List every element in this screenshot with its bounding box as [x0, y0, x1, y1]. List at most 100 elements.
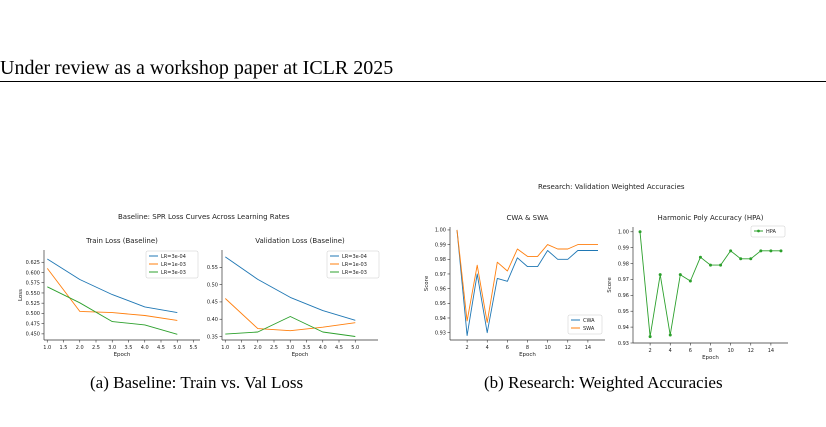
y-tick-label: 0.94: [618, 325, 629, 331]
data-point: [698, 255, 702, 259]
chart-title: Validation Loss (Baseline): [255, 237, 345, 245]
y-tick-label: 0.98: [618, 261, 629, 267]
x-tick-label: 5.5: [190, 345, 198, 351]
data-point: [759, 249, 763, 253]
figure-b-suptitle: Research: Validation Weighted Accuracies: [538, 183, 685, 191]
y-tick-label: 0.99: [618, 245, 629, 251]
x-tick-label: 3.0: [286, 345, 294, 351]
x-tick-label: 2.5: [270, 345, 278, 351]
x-tick-label: 8: [526, 345, 529, 351]
legend-label: HPA: [766, 229, 776, 235]
legend-box: [145, 250, 199, 279]
x-tick-label: 1.0: [43, 345, 51, 351]
x-tick-label: 3.5: [125, 345, 133, 351]
data-point: [739, 257, 743, 261]
data-point: [658, 273, 662, 277]
cwa-swa-chart: CWA & SWA 2 4 6 8 10 12 14 0.93 0.94 0.95 0.96 0.97 0…: [424, 214, 605, 358]
x-tick-label: 12: [565, 345, 571, 351]
data-point: [688, 279, 692, 283]
x-tick-label: 3.0: [108, 345, 116, 351]
x-tick-label: 1.0: [221, 345, 229, 351]
y-tick-label: 0.40: [207, 317, 218, 323]
y-tick-label: 0.97: [435, 272, 446, 278]
x-tick-label: 4.5: [157, 345, 165, 351]
legend-label: CWA: [583, 318, 595, 324]
x-tick-label: 1.5: [238, 345, 246, 351]
y-tick-label: 0.99: [435, 242, 446, 248]
x-tick-label: 10: [727, 348, 733, 354]
x-tick-label: 2: [649, 348, 652, 354]
data-point: [729, 249, 733, 253]
y-tick-label: 0.45: [207, 300, 218, 306]
x-axis-label: Epoch: [519, 352, 536, 358]
x-axis-label: Epoch: [292, 352, 309, 358]
series-line-swa: [456, 229, 598, 323]
data-point: [779, 249, 783, 253]
y-tick-label: 0.97: [618, 277, 629, 283]
y-tick-label: 0.55: [207, 265, 218, 271]
x-tick-label: 10: [544, 345, 550, 351]
y-tick-label: 0.98: [435, 257, 446, 263]
y-tick-label: 0.475: [26, 321, 40, 327]
x-tick-label: 1.5: [60, 345, 68, 351]
legend-label: LR=3e-03: [342, 270, 367, 276]
x-tick-label: 12: [748, 348, 754, 354]
x-tick-label: 5.0: [351, 345, 359, 351]
x-tick-label: 4: [486, 345, 489, 351]
y-tick-label: 0.93: [435, 330, 446, 336]
y-tick-label: 1.00: [435, 228, 446, 234]
legend-label: LR=1e-03: [161, 262, 186, 268]
series-line-lr-3e-03: [225, 316, 356, 337]
y-tick-label: 0.450: [26, 332, 40, 338]
data-point: [749, 257, 753, 261]
chart-title: Harmonic Poly Accuracy (HPA): [658, 214, 764, 222]
data-point: [668, 333, 672, 337]
data-point: [638, 230, 642, 234]
y-tick-label: 1.00: [618, 230, 629, 236]
chart-title: CWA & SWA: [507, 214, 549, 222]
figure-a-suptitle: Baseline: SPR Loss Curves Across Learnin…: [118, 213, 290, 221]
y-axis-label: Score: [424, 275, 430, 291]
x-tick-label: 2: [466, 345, 469, 351]
y-axis-label: Loss: [200, 289, 202, 301]
series-line-lr-3e-04: [47, 258, 178, 314]
x-tick-label: 2.5: [92, 345, 100, 351]
page-header: Under review as a workshop paper at ICLR…: [0, 57, 394, 79]
header-rule: [0, 81, 826, 82]
y-tick-label: 0.96: [618, 293, 629, 299]
legend-box: [750, 225, 786, 238]
y-tick-label: 0.95: [435, 301, 446, 307]
y-tick-label: 0.94: [435, 316, 446, 322]
chart-title: Train Loss (Baseline): [85, 237, 158, 245]
legend-marker: [757, 229, 760, 233]
data-point: [648, 335, 652, 339]
data-point: [678, 273, 682, 277]
x-tick-label: 3.5: [303, 345, 311, 351]
x-tick-label: 6: [689, 348, 692, 354]
y-tick-label: 0.550: [26, 291, 40, 297]
y-tick-label: 0.500: [26, 311, 40, 317]
x-tick-label: 14: [768, 348, 774, 354]
data-point: [769, 249, 773, 253]
legend-label: LR=1e-03: [342, 262, 367, 268]
series-line-lr-1e-03: [224, 298, 356, 332]
x-tick-label: 2.0: [254, 345, 262, 351]
series-line-lr-3e-04: [225, 256, 356, 321]
figure-a-caption: (a) Baseline: Train vs. Val Loss: [90, 373, 304, 392]
y-tick-label: 0.35: [207, 334, 218, 340]
y-tick-label: 0.625: [26, 260, 40, 266]
x-axis-label: Epoch: [702, 355, 719, 361]
series-line-cwa: [456, 229, 598, 337]
x-tick-label: 4: [669, 348, 672, 354]
y-tick-label: 0.50: [207, 282, 218, 288]
series-line-lr-3e-03: [47, 286, 178, 335]
y-tick-label: 0.96: [435, 286, 446, 292]
x-tick-label: 2.0: [76, 345, 84, 351]
legend-label: SWA: [583, 326, 595, 332]
x-tick-label: 6: [506, 345, 509, 351]
legend-box: [326, 250, 380, 279]
x-tick-label: 5.0: [173, 345, 181, 351]
x-tick-label: 8: [709, 348, 712, 354]
x-axis-label: Epoch: [114, 352, 131, 358]
y-tick-label: 0.95: [618, 309, 629, 315]
